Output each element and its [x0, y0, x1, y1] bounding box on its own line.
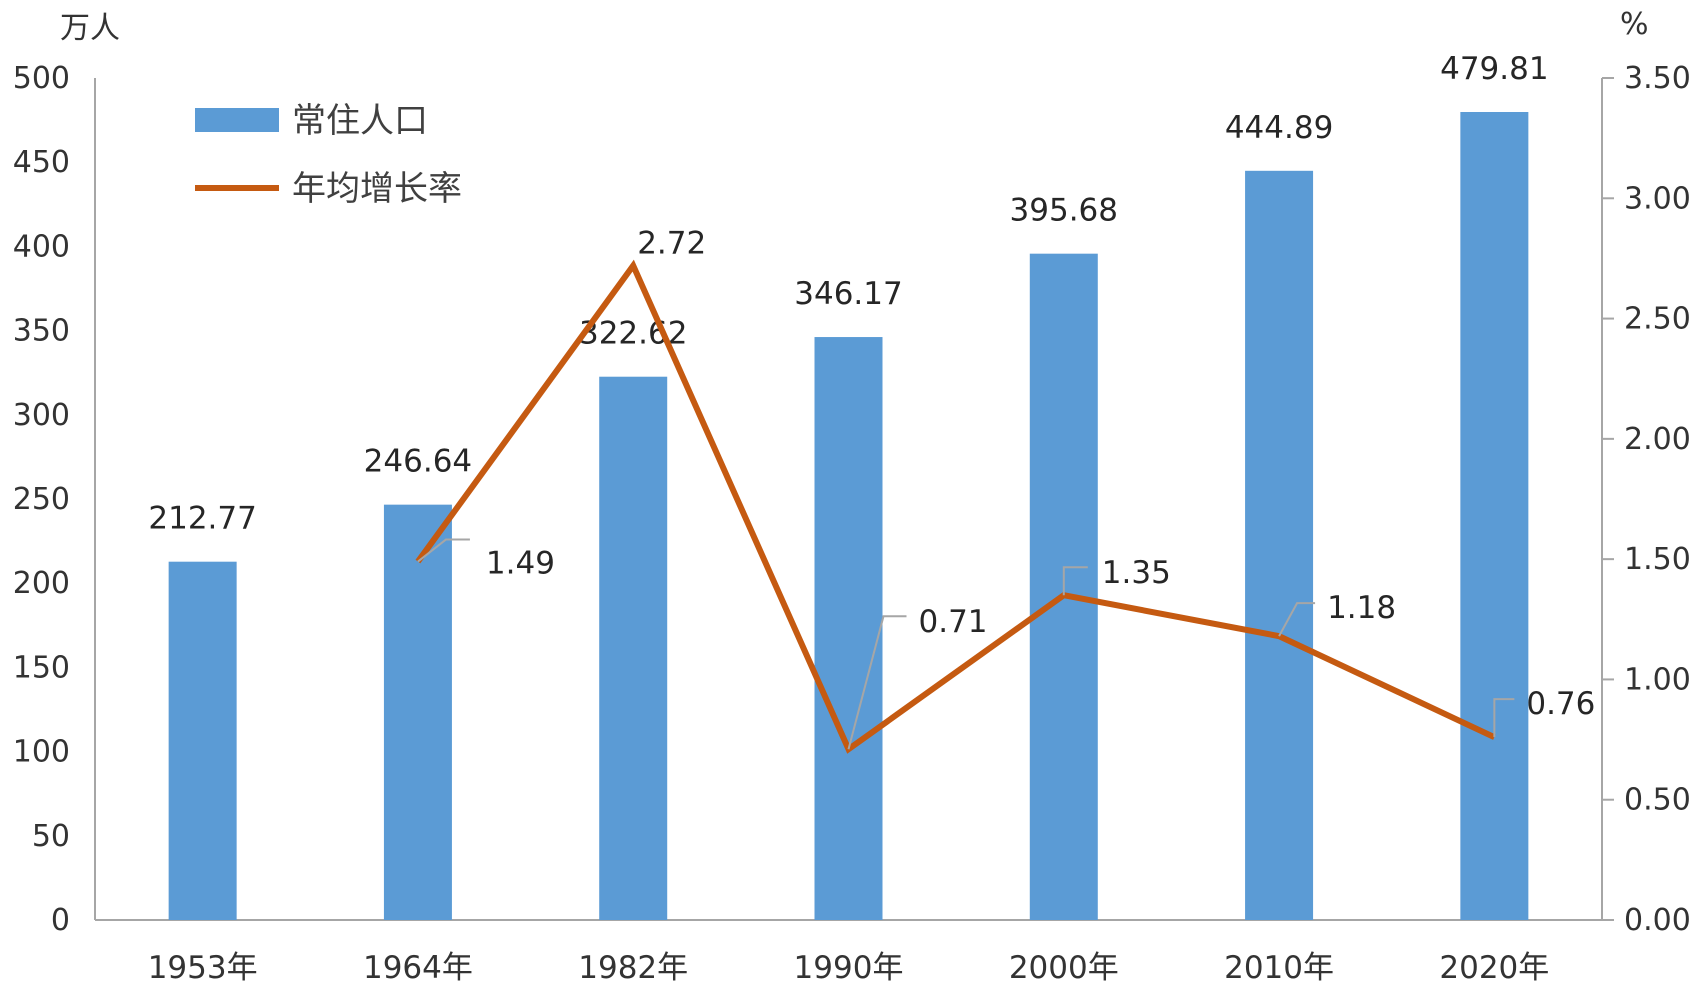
left-y-tick-label: 100 — [13, 735, 70, 770]
population-bar — [168, 561, 237, 920]
population-bar-label: 346.17 — [794, 276, 902, 312]
growth-rate-label: 0.76 — [1526, 686, 1595, 722]
x-category-label: 2020年 — [1439, 950, 1549, 986]
left-y-tick-label: 250 — [13, 482, 70, 517]
bars-group — [168, 111, 1529, 921]
left-y-tick-label: 400 — [13, 229, 70, 264]
right-y-tick-label: 3.50 — [1624, 61, 1691, 96]
growth-rate-label: 1.49 — [486, 546, 555, 582]
right-y-tick-label: 0.00 — [1624, 903, 1691, 938]
growth-label-leader-line — [1062, 566, 1088, 596]
growth-label-leader-line — [1493, 698, 1515, 738]
growth-label-leader-line — [417, 538, 470, 563]
left-y-tick-label: 0 — [51, 903, 70, 938]
population-bar — [814, 337, 883, 921]
axes-group: 0 50 100 150 200 250 300 350 400 450 500 0.00 0.50 1.… — [13, 7, 1691, 986]
growth-label-leader-line — [1278, 602, 1316, 637]
legend-swatch-population — [195, 108, 279, 132]
left-y-tick-label: 450 — [13, 145, 70, 180]
right-y-tick-label: 0.50 — [1624, 783, 1691, 818]
right-y-tick-label: 1.00 — [1624, 662, 1691, 697]
right-y-tick-label: 3.00 — [1624, 181, 1691, 216]
right-y-tick-label: 2.50 — [1624, 302, 1691, 337]
x-category-label: 1953年 — [148, 950, 258, 986]
growth-rate-label: 0.71 — [919, 604, 988, 640]
growth-line-group: 1.49 2.72 0.71 1.35 1.18 0.76 — [415, 226, 1595, 754]
x-category-label: 2010年 — [1224, 950, 1334, 986]
left-y-tick-label: 350 — [13, 314, 70, 349]
left-y-tick-label: 200 — [13, 566, 70, 601]
x-category-label: 2000年 — [1009, 950, 1119, 986]
x-category-label: 1982年 — [578, 950, 688, 986]
population-bar — [1460, 111, 1529, 921]
population-bar — [383, 504, 452, 920]
right-y-unit-label: % — [1620, 7, 1649, 42]
growth-rate-label: 2.72 — [637, 226, 706, 262]
population-bar — [1245, 170, 1314, 920]
population-bar-label: 246.64 — [364, 444, 472, 480]
right-y-tick-label: 1.50 — [1624, 542, 1691, 577]
x-category-label: 1990年 — [794, 950, 904, 986]
left-y-unit-label: 万人 — [60, 11, 120, 46]
left-y-tick-label: 150 — [13, 650, 70, 685]
population-bar-label: 444.89 — [1225, 110, 1333, 146]
population-bar — [599, 376, 668, 921]
population-bar-label: 212.77 — [148, 501, 256, 537]
growth-rate-label: 1.18 — [1327, 590, 1396, 626]
population-bar-label: 395.68 — [1010, 193, 1118, 229]
legend-label-population: 常住人口 — [292, 101, 428, 141]
left-y-tick-label: 300 — [13, 398, 70, 433]
growth-rate-line — [415, 259, 1496, 754]
x-category-label: 1964年 — [363, 950, 473, 986]
growth-rate-label: 1.35 — [1102, 555, 1171, 591]
right-y-tick-label: 2.00 — [1624, 422, 1691, 457]
legend-label-growth-rate: 年均增长率 — [292, 169, 462, 209]
left-y-tick-label: 500 — [13, 61, 70, 96]
growth-label-leader-line — [847, 615, 907, 750]
left-y-tick-label: 50 — [32, 819, 70, 854]
bar-labels-group: 212.77246.64322.62346.17395.68444.89479.… — [148, 51, 1548, 537]
population-bar-label: 479.81 — [1440, 51, 1548, 87]
